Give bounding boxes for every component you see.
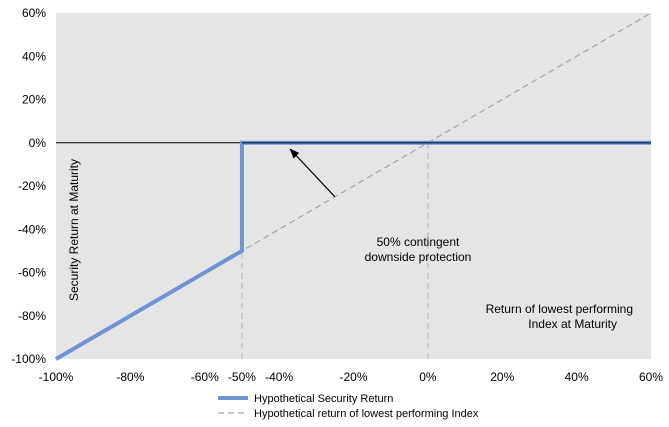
- x-tick-label: -100%: [39, 370, 74, 384]
- x-tick-label: 0%: [419, 370, 437, 384]
- y-tick-label: -60%: [18, 266, 46, 280]
- y-tick-label: 0%: [29, 136, 47, 150]
- y-tick-label: -20%: [18, 179, 46, 193]
- x-axis-label-line-1: Return of lowest performing: [486, 302, 633, 316]
- legend-label-security-return: Hypothetical Security Return: [254, 393, 393, 405]
- legend-label-index-return: Hypothetical return of lowest performing…: [254, 408, 479, 420]
- x-tick-label: -20%: [339, 370, 367, 384]
- y-tick-label: -40%: [18, 222, 46, 236]
- y-tick-label: 60%: [22, 6, 46, 20]
- x-tick-label: 20%: [490, 370, 514, 384]
- y-axis-label: Security Return at Maturity: [67, 159, 81, 301]
- x-tick-label: -40%: [265, 370, 293, 384]
- y-tick-label: -80%: [18, 309, 46, 323]
- x-tick-label: -60%: [191, 370, 219, 384]
- y-tick-label: 40%: [22, 49, 46, 63]
- x-tick-label: 60%: [639, 370, 663, 384]
- annotation-arrow: [289, 148, 336, 198]
- x-axis-label-line-2: Index at Maturity: [528, 317, 617, 331]
- y-tick-label: 20%: [22, 93, 46, 107]
- x-tick-label: -50%: [228, 370, 256, 384]
- legend: Hypothetical Security Return Hypothetica…: [218, 393, 479, 420]
- annotation-line-2: downside protection: [365, 250, 472, 264]
- x-tick-label: 40%: [565, 370, 589, 384]
- x-tick-label: -80%: [116, 370, 144, 384]
- y-tick-label: -100%: [11, 352, 46, 366]
- annotation-line-1: 50% contingent: [377, 235, 460, 249]
